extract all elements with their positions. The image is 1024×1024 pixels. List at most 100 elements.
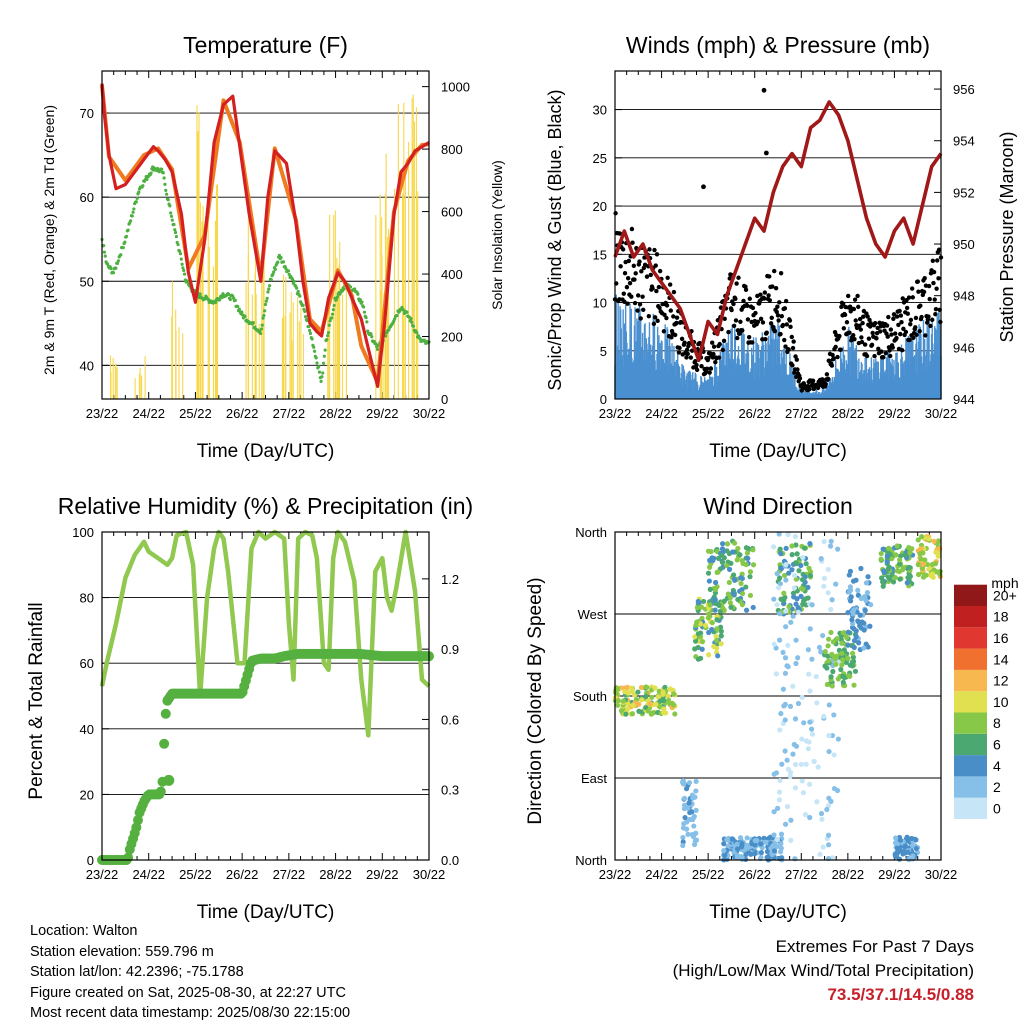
latlon-text: Station lat/lon: 42.2396; -75.1788 [30, 964, 244, 980]
direction-point [784, 803, 791, 810]
panel-1: Temperature (F) Time (Day/UTC) 23/22 24/22 2… [41, 32, 505, 462]
gust-point [905, 311, 910, 316]
direction-point [807, 719, 813, 725]
direction-point [919, 565, 925, 571]
gust-point [831, 356, 836, 361]
dewpoint-point [362, 310, 367, 314]
direction-point [792, 785, 799, 791]
gust-point [686, 341, 692, 346]
direction-point [818, 556, 824, 562]
direction-point [731, 576, 738, 582]
precip-point [159, 738, 170, 749]
dewpoint-point [317, 365, 321, 369]
gust-point [858, 327, 863, 332]
dewpoint-point [114, 266, 118, 270]
direction-point [840, 673, 846, 679]
dewpoint-point [141, 184, 145, 188]
direction-point [867, 623, 873, 629]
gust-point [729, 307, 734, 313]
x-tick-label: 26/22 [738, 867, 771, 882]
gust-point [764, 330, 769, 335]
dewpoint-point [312, 345, 316, 349]
precip-series [97, 648, 434, 865]
y-tick-label: North [575, 525, 607, 540]
direction-point [782, 670, 789, 676]
direction-point [712, 579, 719, 586]
gust-point [722, 316, 727, 322]
gust-point [693, 359, 698, 364]
gust-point [644, 274, 650, 279]
dewpoint-point [180, 262, 184, 266]
direction-point [885, 574, 891, 580]
plot-border [101, 70, 430, 400]
direction-point [851, 682, 857, 688]
dewpoint-point [296, 289, 300, 294]
direction-point [890, 579, 897, 585]
gust-point [867, 317, 872, 323]
chart-title: Temperature (F) [183, 32, 348, 58]
legend-swatch [954, 733, 987, 756]
gust-point [906, 295, 912, 300]
direction-point [782, 821, 789, 827]
direction-point [718, 628, 724, 634]
direction-point [825, 643, 831, 649]
gust-point [916, 289, 921, 294]
direction-point [850, 578, 857, 584]
direction-point [896, 856, 903, 862]
gust-point [932, 297, 937, 302]
dewpoint-point [370, 335, 374, 339]
panel-2: Winds (mph) & Pressure (mb) Time (Day/UTC… [545, 32, 1017, 462]
direction-point [856, 640, 862, 646]
dewpoint-point [303, 314, 308, 319]
direction-point [851, 626, 857, 632]
x-tick-label: 24/22 [645, 406, 678, 421]
dewpoint-point [294, 286, 299, 290]
gust-point [852, 336, 857, 342]
gust-point [733, 296, 738, 302]
gust-point [824, 372, 830, 377]
direction-point [639, 697, 645, 703]
gust-point [637, 302, 643, 307]
gust-point [857, 316, 863, 322]
direction-point [771, 596, 777, 602]
gust-point [685, 351, 690, 357]
direction-point [795, 655, 801, 661]
dewpoint-point [266, 290, 270, 294]
dewpoint-point [317, 370, 322, 374]
gust-point [731, 323, 737, 328]
direction-point [774, 571, 780, 577]
direction-point [734, 855, 741, 861]
direction-point [858, 625, 864, 631]
direction-point [827, 543, 834, 549]
gust-point [820, 377, 825, 382]
gust-point [625, 276, 631, 281]
direction-point [794, 551, 800, 557]
direction-point [743, 545, 750, 551]
gust-point [855, 293, 860, 299]
dewpoint-point [259, 327, 264, 331]
gust-point [676, 350, 682, 355]
legend-label: 16 [993, 630, 1009, 646]
x-tick-label: 25/22 [692, 406, 725, 421]
y2-tick-label: 956 [953, 82, 975, 97]
gust-point [933, 312, 938, 317]
direction-point [785, 766, 792, 772]
gust-point [825, 376, 831, 381]
x-tick-label: 29/22 [878, 406, 911, 421]
direction-point [649, 710, 656, 716]
gust-point [935, 258, 940, 263]
direction-point [712, 597, 718, 603]
direction-point [744, 845, 751, 851]
direction-point [832, 656, 838, 662]
direction-point [787, 703, 794, 709]
gust-point [790, 363, 795, 368]
direction-point [858, 595, 864, 602]
gust-point [674, 315, 680, 320]
direction-point [809, 731, 816, 737]
gust-point [711, 351, 716, 357]
direction-point [831, 752, 837, 758]
gust-point [881, 354, 886, 360]
gust-point [913, 315, 919, 321]
direction-point [878, 550, 884, 557]
direction-point [738, 580, 744, 587]
